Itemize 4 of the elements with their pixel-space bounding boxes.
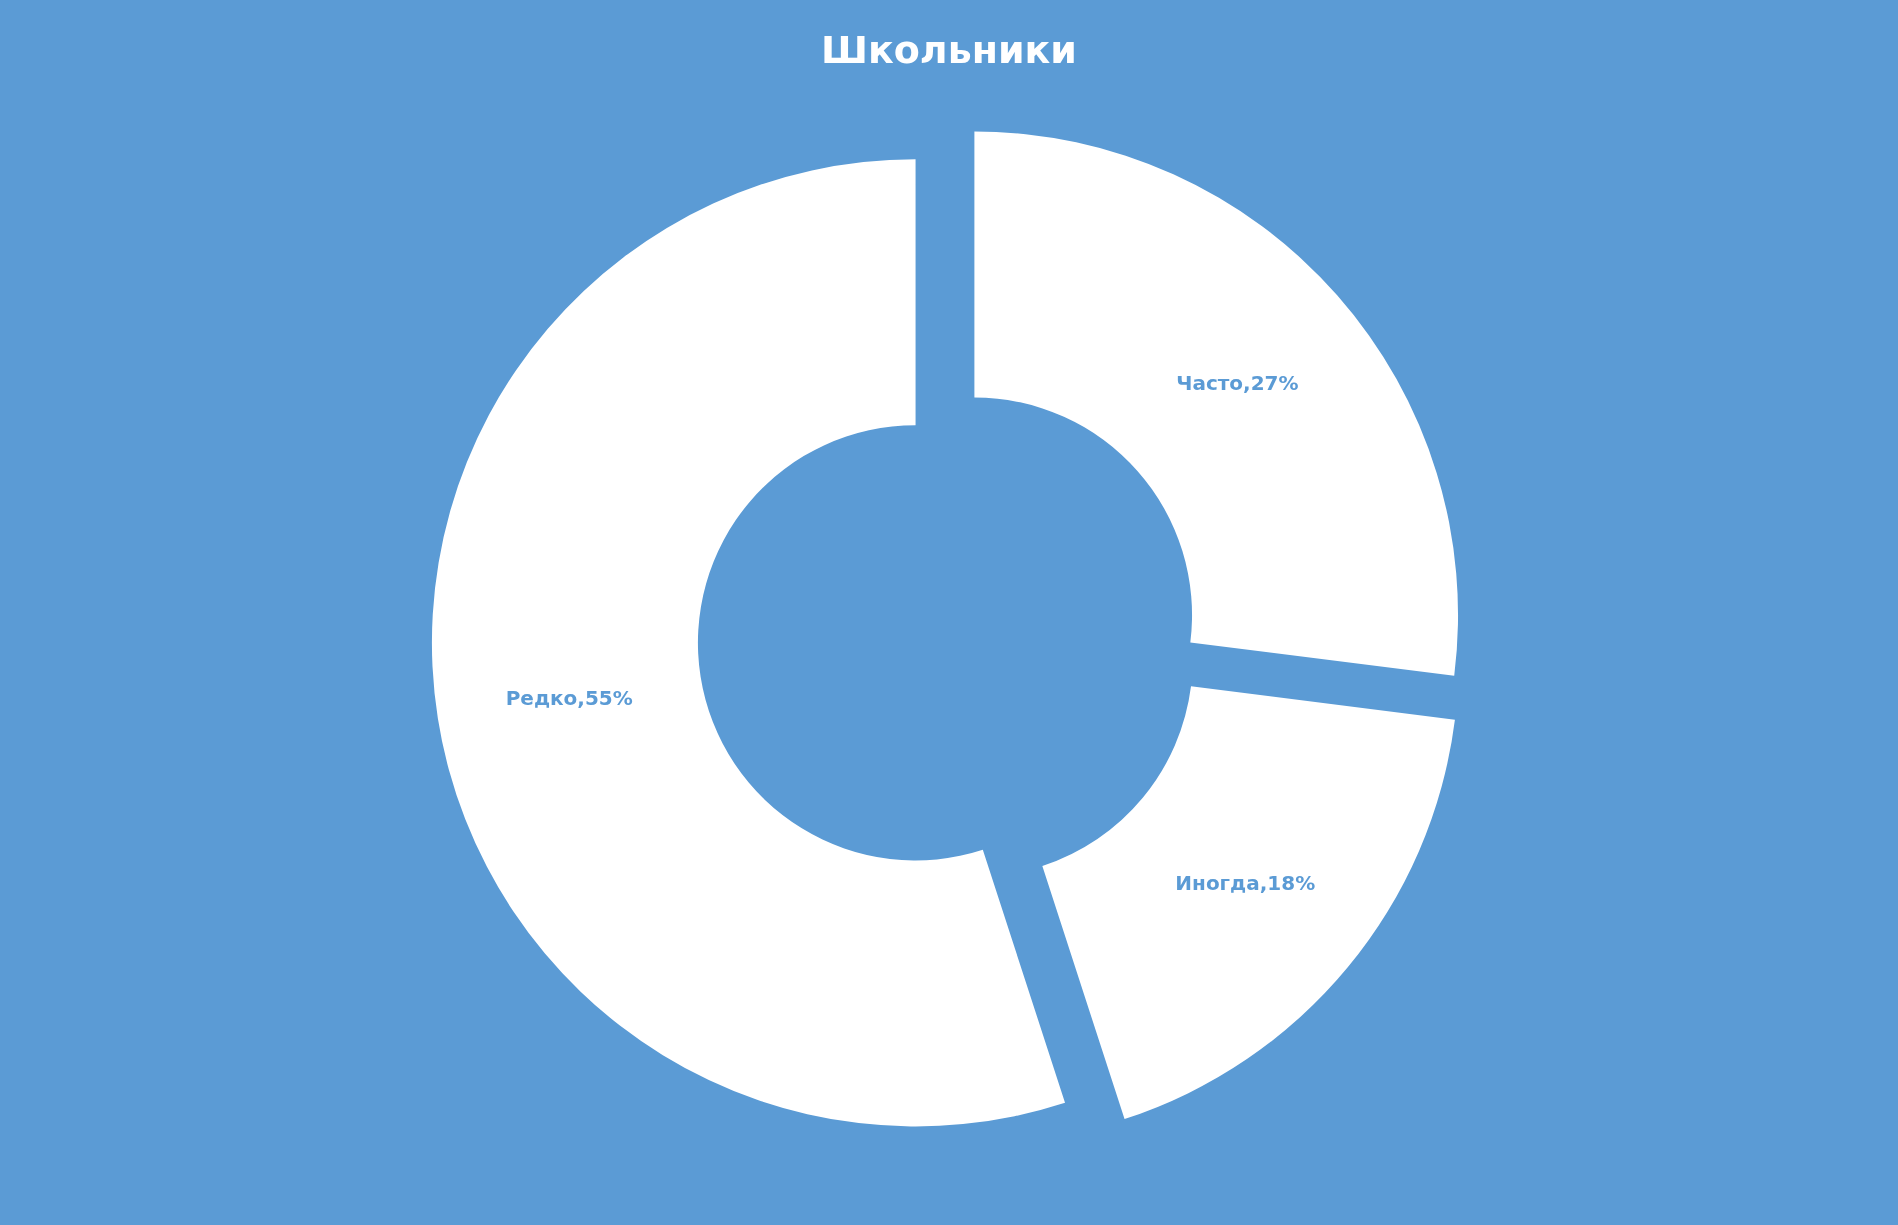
chart-title: Школьники — [821, 28, 1077, 73]
slice-label: Часто,27% — [1176, 371, 1299, 396]
slice-label: Иногда,18% — [1175, 870, 1316, 895]
slice-label: Редко,55% — [505, 685, 633, 710]
